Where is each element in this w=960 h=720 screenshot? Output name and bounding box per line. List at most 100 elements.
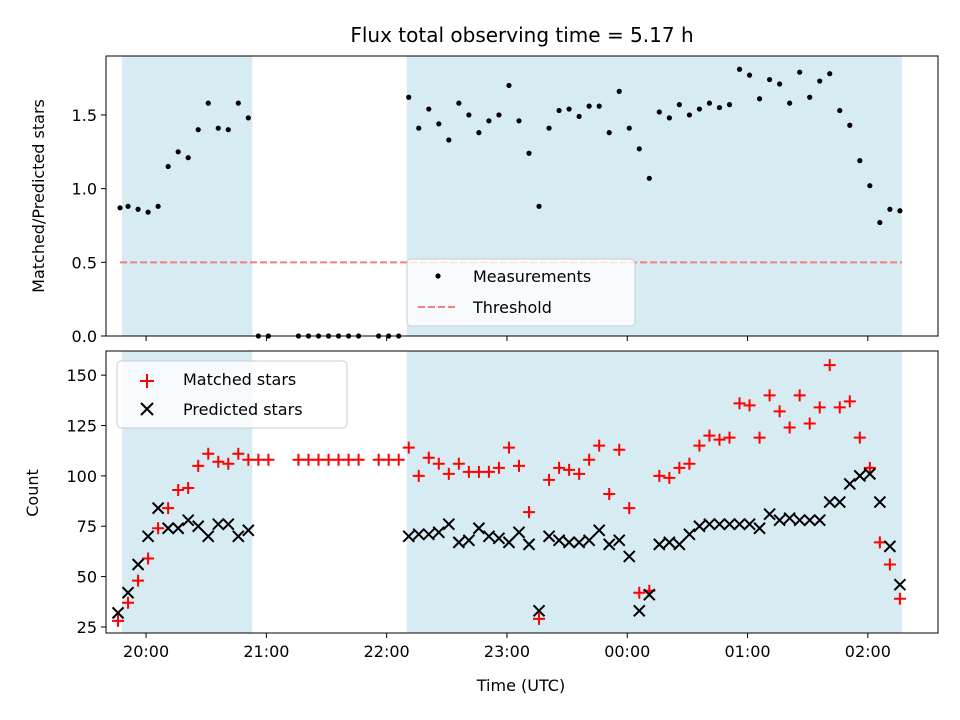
measurement-point [596, 103, 602, 109]
top-panel-frame [105, 55, 939, 337]
predicted-star-point [232, 530, 245, 543]
matched-star-point [703, 429, 716, 442]
predicted-star-point [131, 558, 145, 571]
predicted-star-point [683, 528, 696, 541]
predicted-star-point [432, 526, 446, 539]
predicted-star-point [442, 518, 456, 531]
measurement-point [165, 163, 171, 170]
matched-star-point [673, 461, 686, 474]
matched-star-point [432, 457, 445, 470]
matched-star-point [553, 461, 566, 474]
matched-star-point [382, 453, 395, 466]
measurement-point [646, 175, 652, 181]
measurement-point [566, 106, 572, 112]
matched-star-point [573, 467, 586, 480]
measurement-point [686, 112, 693, 118]
predicted-star-point [863, 467, 877, 481]
measurement-point [807, 94, 813, 100]
measurement-point [556, 107, 562, 114]
y-tick-label: 25 [77, 618, 97, 637]
matched-star-point [813, 401, 826, 414]
predicted-star-point [582, 534, 596, 547]
matched-star-point [162, 502, 175, 515]
matched-star-point [192, 459, 205, 472]
measurement-point [117, 205, 123, 211]
predicted-star-point [492, 532, 506, 545]
predicted-star-point [181, 513, 195, 527]
legend-predicted-label: Predicted stars [183, 400, 303, 419]
measurement-point [696, 106, 703, 112]
predicted-star-point [703, 518, 716, 531]
matched-star-point [512, 459, 525, 472]
matched-star-point [803, 417, 816, 430]
predicted-star-point [111, 606, 125, 620]
matched-star-point [833, 401, 846, 414]
measurement-point [195, 127, 201, 133]
predicted-star-point [613, 534, 626, 547]
matched-star-point [332, 453, 345, 466]
matched-star-point [613, 443, 626, 456]
matched-star-point [402, 441, 415, 454]
measurement-point [576, 113, 582, 120]
predicted-star-point [603, 538, 616, 551]
matched-star-point [713, 433, 726, 446]
measurement-point [887, 206, 893, 212]
measurement-point [837, 107, 843, 114]
measurement-point [175, 149, 181, 155]
measurement-point [135, 206, 141, 212]
predicted-star-point [743, 518, 756, 531]
matched-star-point [472, 465, 485, 478]
predicted-star-point [212, 518, 225, 531]
shaded-interval [122, 56, 253, 336]
x-axis-label: Time (UTC) [476, 676, 565, 695]
top-panel: 0.0 0.5 1.0 1.5 Matched/Predicted stars Mea… [29, 55, 939, 346]
predicted-star-point [202, 530, 215, 543]
measurement-point [225, 127, 231, 133]
measurement-point [436, 121, 442, 127]
predicted-star-point [873, 495, 887, 509]
x-tick-label: 02:00 [845, 642, 891, 661]
predicted-star-point [893, 578, 907, 591]
predicted-star-point [773, 513, 786, 527]
matched-star-point [242, 453, 255, 466]
measurement-point [817, 78, 823, 84]
predicted-star-point [472, 522, 486, 535]
matched-star-point [563, 463, 576, 476]
measurement-point [456, 100, 462, 106]
predicted-star-point [522, 538, 536, 551]
measurement-point [897, 208, 903, 214]
predicted-star-point [242, 524, 255, 537]
predicted-star-point [412, 528, 425, 541]
predicted-star-point [673, 538, 686, 551]
measurement-point [877, 219, 883, 226]
matched-star-point [112, 614, 125, 627]
matched-star-point [212, 455, 225, 468]
measurement-point [446, 137, 452, 143]
matched-star-point [623, 502, 636, 515]
matched-star-point [693, 439, 706, 452]
predicted-star-point [542, 530, 556, 543]
matched-star-point [883, 558, 896, 571]
matched-star-point [442, 467, 455, 480]
matched-star-point [262, 453, 275, 466]
predicted-star-point [512, 526, 526, 539]
measurement-point [616, 88, 622, 94]
predicted-star-point [402, 530, 415, 543]
predicted-star-point [222, 518, 235, 531]
matched-star-point [543, 473, 556, 486]
y-tick-label: 100 [66, 467, 97, 486]
measurement-point [636, 146, 642, 152]
matched-star-point [793, 389, 806, 402]
predicted-star-point [562, 536, 576, 549]
y-tick-label: 0.0 [72, 327, 97, 346]
predicted-star-point [883, 540, 897, 553]
chart-title: Flux total observing time = 5.17 h [350, 23, 693, 47]
predicted-star-point [171, 522, 185, 535]
matched-star-point [723, 431, 736, 444]
predicted-star-point [723, 518, 736, 531]
bottom-y-axis-label: Count [23, 469, 42, 517]
matched-star-point [232, 447, 245, 460]
matched-star-point [132, 574, 145, 587]
measurement-point [756, 96, 763, 102]
predicted-star-point [753, 522, 766, 535]
